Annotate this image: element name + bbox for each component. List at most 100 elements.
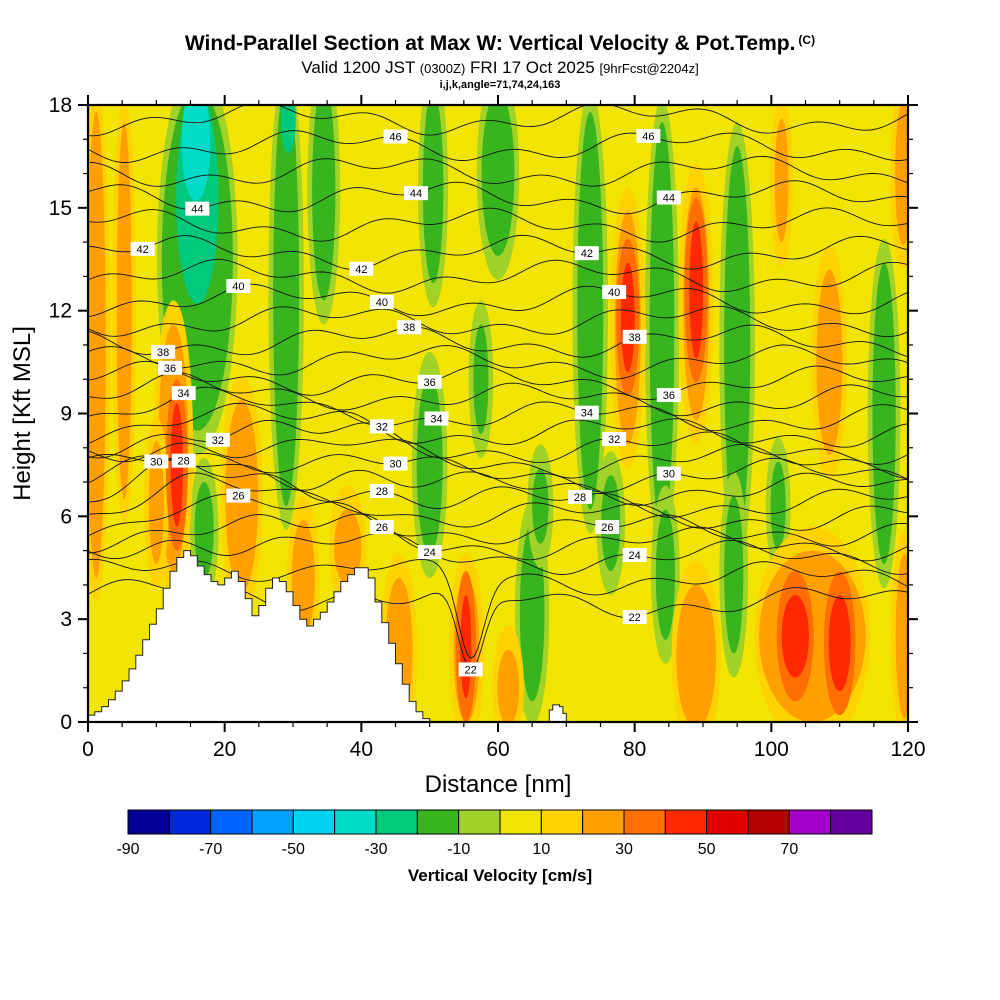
isentrope-label: 38: [629, 332, 641, 344]
colorbar-cell: [706, 809, 749, 835]
colorbar-cell: [334, 809, 377, 835]
terrain-silhouette: [88, 550, 431, 722]
x-tick-label: 120: [890, 738, 925, 761]
y-tick-label: 9: [60, 403, 72, 426]
red-velocity-cell: [828, 595, 851, 692]
isentrope-line: [88, 283, 908, 318]
colorbar-tick-label: 70: [780, 841, 798, 858]
isentrope-line: [88, 452, 908, 493]
isentrope-label-box: [369, 419, 394, 434]
green-velocity-cell: [481, 105, 515, 256]
isentrope-label-box: [369, 520, 394, 535]
isentrope-label: 44: [410, 188, 422, 200]
isentrope-label: 42: [355, 264, 367, 276]
colorbar-tick-label: 50: [698, 841, 716, 858]
isentrope-label-box: [574, 405, 599, 420]
colorbar-tick-label: -90: [116, 841, 139, 858]
colorbar-cell: [416, 809, 460, 835]
isentrope-label: 30: [389, 459, 401, 471]
isentrope-label: 32: [212, 435, 224, 447]
orange-velocity-cell: [88, 111, 106, 578]
y-tick-label: 3: [60, 608, 72, 631]
orange-velocity-cell: [334, 509, 362, 585]
y-axis-title: Height [Kft MSL]: [9, 326, 36, 501]
terrain-silhouette: [545, 704, 567, 722]
isentrope-line: [88, 155, 908, 187]
colorbar-cell: [210, 809, 253, 835]
x-tick-label: 80: [623, 738, 646, 761]
isentrope-label-box: [574, 246, 599, 261]
x-tick-label: 0: [82, 738, 94, 761]
isentrope-label: 26: [232, 491, 244, 503]
colorbar-tick-label: -70: [199, 841, 222, 858]
isentrope-label-box: [158, 360, 182, 375]
isentrope-label: 22: [465, 664, 477, 676]
plot-area: 46 46 44 44 44 42 42 42 40 40 40 38 38 38 36 36 36 34 34 34…: [88, 105, 908, 722]
valid-time-utc: (0300Z): [419, 61, 466, 76]
colorbar-cell: [127, 809, 170, 835]
isentrope-label-box: [622, 610, 647, 625]
isentrope-line: [88, 558, 908, 659]
isentrope-label: 46: [389, 132, 401, 144]
isentrope-line: [88, 386, 908, 432]
x-axis-title: Distance [nm]: [425, 771, 572, 798]
isentrope-label-box: [369, 294, 394, 309]
isentrope-label: 36: [424, 377, 436, 389]
forecast-hour-tag: [9hrFcst@2204z]: [599, 61, 699, 76]
isentrope-label-box: [622, 329, 647, 344]
grid-index-line: i,j,k,angle=71,74,24,163: [439, 79, 561, 91]
isentrope-line: [88, 324, 908, 358]
isentrope-label-box: [417, 374, 442, 389]
isentrope-label: 44: [191, 204, 203, 216]
isentrope-label-box: [383, 456, 408, 471]
colorbar-tick-label: -10: [447, 841, 470, 858]
isentrope-label: 24: [629, 550, 641, 562]
isentrope-label: 32: [376, 421, 388, 433]
colorbar-cell: [458, 809, 501, 835]
isentrope-line: [88, 402, 908, 448]
isentrope-line: [88, 344, 908, 380]
orange-velocity-cell: [148, 440, 164, 565]
colorbar-tick-label: -50: [282, 841, 305, 858]
isentrope-line: [88, 493, 908, 547]
isentrope-label-box: [130, 241, 155, 256]
isentrope-label-box: [185, 201, 210, 216]
y-tick-label: 15: [49, 197, 72, 220]
colorbar-cell: [251, 809, 294, 835]
isentrope-label-box: [383, 129, 408, 144]
green-velocity-cell: [872, 262, 896, 565]
isentrope-label: 46: [642, 131, 654, 143]
orange-velocity-cell: [774, 118, 789, 243]
isentrope-label: 44: [663, 192, 675, 204]
colorbar-title: Vertical Velocity [cm/s]: [408, 866, 592, 885]
colorbar-cell: [830, 809, 873, 835]
isentrope-label: 22: [629, 612, 641, 624]
chart-header: Wind-Parallel Section at Max W: Vertical…: [0, 32, 1000, 91]
colorbar-cell: [788, 809, 832, 835]
isentrope-label-box: [349, 261, 374, 276]
isentrope-line: [88, 360, 908, 401]
isentrope-line: [88, 105, 908, 137]
isentrope-label-box: [602, 432, 627, 447]
isentrope-label: 38: [403, 322, 415, 334]
orange-velocity-cell: [816, 269, 843, 455]
colorbar-cell: [747, 809, 790, 835]
isentrope-line: [88, 455, 908, 506]
isentrope-line: [88, 207, 908, 243]
green-velocity-cell: [519, 523, 545, 702]
green-velocity-cell: [649, 122, 675, 534]
isentrope-label: 40: [232, 281, 244, 293]
y-tick-label: 12: [49, 300, 72, 323]
orange-velocity-cell: [116, 122, 132, 500]
isentrope-line: [88, 513, 908, 562]
red-velocity-cell: [689, 221, 704, 359]
isentrope-label: 28: [574, 492, 586, 504]
isentrope-label-box: [205, 432, 230, 447]
orange-velocity-cell: [497, 650, 520, 722]
valid-time-line: Valid 1200 JST (0300Z) FRI 17 Oct 2025 […: [0, 58, 1000, 78]
green-velocity-cell: [655, 509, 675, 640]
isentrope-label-box: [226, 279, 251, 294]
red-velocity-cell: [781, 595, 809, 678]
